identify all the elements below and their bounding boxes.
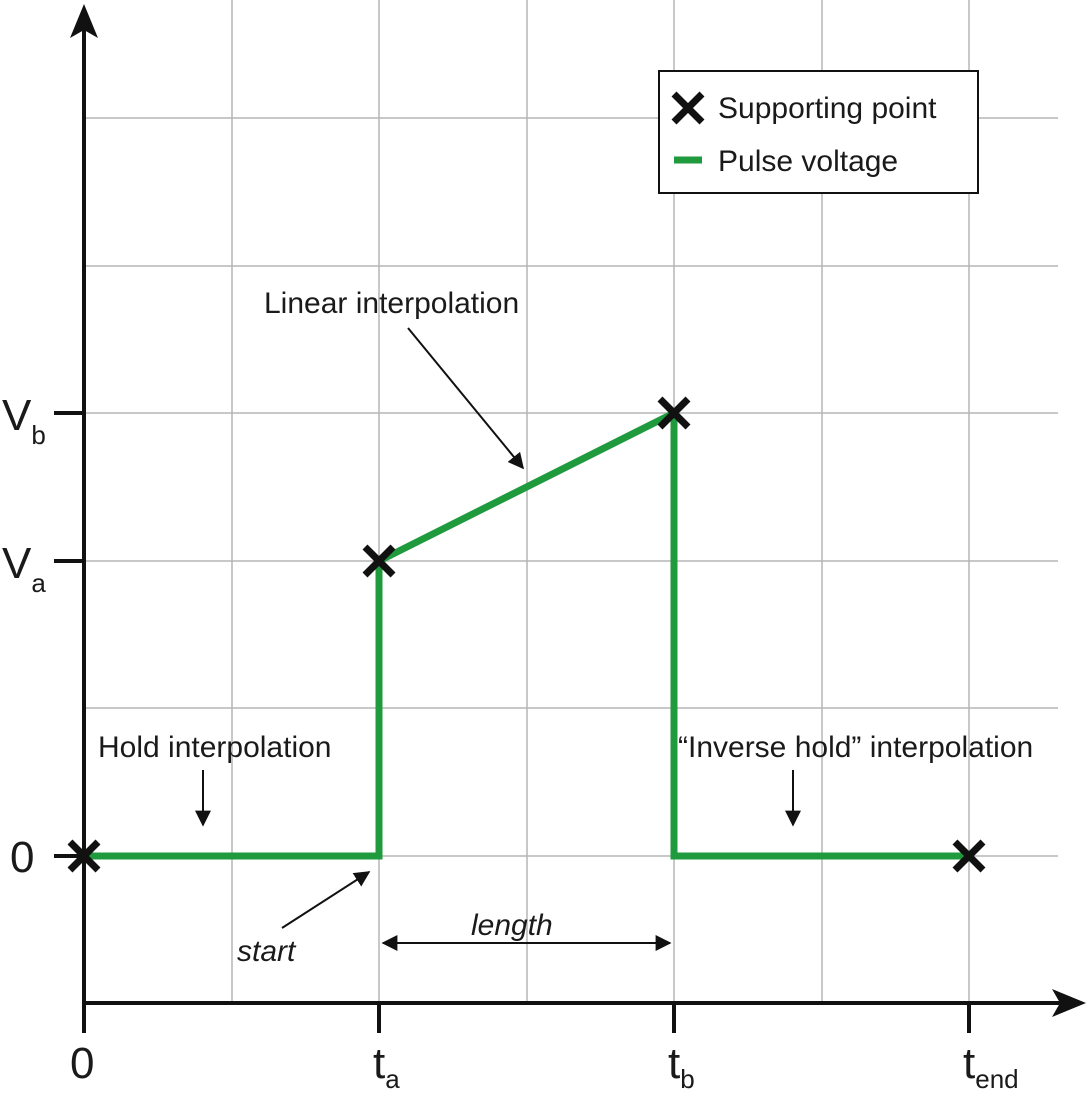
start-label: start bbox=[237, 935, 297, 968]
y-tick-label-va: Va bbox=[2, 539, 46, 598]
start-arrow bbox=[281, 871, 371, 929]
annotations: Linear interpolation Hold interpolation … bbox=[98, 287, 1033, 968]
legend: Supporting point Pulse voltage bbox=[658, 70, 979, 194]
pulse-voltage-line bbox=[84, 407, 969, 860]
axes bbox=[54, 4, 1086, 1033]
inverse-hold-interpolation-label: “Inverse hold” interpolation bbox=[678, 731, 1033, 764]
supporting-point-tend bbox=[952, 839, 986, 873]
linear-interpolation-arrow bbox=[407, 327, 525, 470]
x-tick-label-ta: ta bbox=[373, 1039, 400, 1094]
linear-interpolation-label: Linear interpolation bbox=[264, 287, 519, 320]
y-axis-arrowhead bbox=[70, 4, 98, 38]
length-label: length bbox=[471, 909, 553, 942]
tick-labels: 0 ta tb tend 0 Va Vb bbox=[2, 391, 1019, 1094]
x-tick-label-tb: tb bbox=[668, 1039, 695, 1094]
supporting-point-tb bbox=[657, 396, 691, 430]
x-tick-label-0: 0 bbox=[70, 1039, 94, 1088]
x-axis-arrowhead bbox=[1052, 989, 1086, 1017]
legend-box bbox=[658, 70, 979, 194]
y-tick-label-vb: Vb bbox=[2, 391, 46, 450]
hold-interpolation-label: Hold interpolation bbox=[98, 731, 331, 764]
y-tick-label-0: 0 bbox=[10, 833, 34, 882]
supporting-point-ta bbox=[362, 544, 396, 578]
x-tick-label-tend: tend bbox=[963, 1039, 1019, 1094]
supporting-points bbox=[67, 396, 986, 873]
legend-pulse-voltage-label: Pulse voltage bbox=[718, 145, 898, 178]
supporting-point-0 bbox=[67, 839, 101, 873]
legend-supporting-point-label: Supporting point bbox=[718, 92, 937, 125]
x-cross-icon bbox=[671, 91, 705, 125]
